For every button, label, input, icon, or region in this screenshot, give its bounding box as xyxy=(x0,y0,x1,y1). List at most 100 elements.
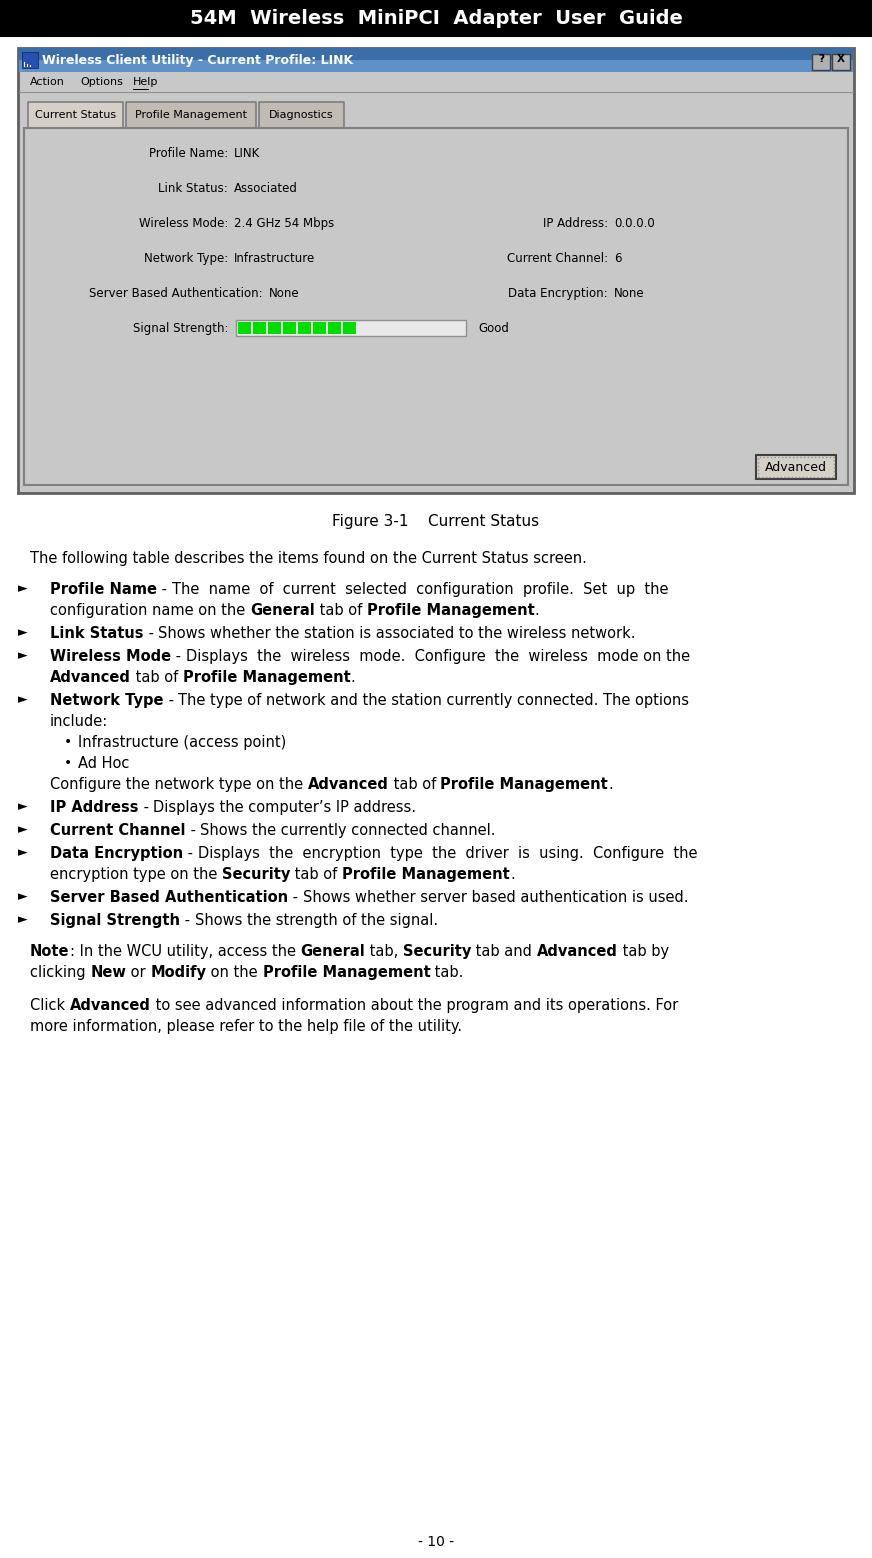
Text: ►: ► xyxy=(18,626,28,639)
Text: tab,: tab, xyxy=(364,944,403,960)
Text: ►: ► xyxy=(18,650,28,662)
Text: 6: 6 xyxy=(614,251,622,265)
Bar xyxy=(22,51,38,69)
Text: Shows whether server based authentication is used.: Shows whether server based authenticatio… xyxy=(303,890,688,905)
Text: tab.: tab. xyxy=(431,964,464,980)
Text: Displays  the  encryption  type  the  driver  is  using.  Configure  the: Displays the encryption type the driver … xyxy=(198,846,698,862)
Text: The  name  of  current  selected  configuration  profile.  Set  up  the: The name of current selected configurati… xyxy=(172,583,668,597)
Text: encryption type on the: encryption type on the xyxy=(50,866,222,882)
Text: or: or xyxy=(126,964,150,980)
Text: ►: ► xyxy=(18,693,28,706)
Text: Profile Management: Profile Management xyxy=(135,111,247,120)
Text: -: - xyxy=(157,583,172,597)
Text: configuration name on the: configuration name on the xyxy=(50,603,250,619)
Text: Data Encryption: Data Encryption xyxy=(50,846,183,862)
Text: Link Status: Link Status xyxy=(50,626,144,640)
Text: Network Type:: Network Type: xyxy=(144,251,228,265)
Text: 2.4 GHz 54 Mbps: 2.4 GHz 54 Mbps xyxy=(234,217,334,229)
Text: Link Status:: Link Status: xyxy=(158,181,228,195)
Bar xyxy=(24,128,848,485)
Bar xyxy=(832,55,850,70)
Text: Wireless Mode:: Wireless Mode: xyxy=(139,217,228,229)
FancyBboxPatch shape xyxy=(126,101,256,128)
Text: .: . xyxy=(351,670,355,686)
Text: Note: Note xyxy=(30,944,70,960)
Text: Server Based Authentication: Server Based Authentication xyxy=(50,890,288,905)
Text: Profile Management: Profile Management xyxy=(440,777,609,791)
Bar xyxy=(236,319,466,337)
Text: ►: ► xyxy=(18,890,28,904)
Text: Advanced: Advanced xyxy=(308,777,389,791)
Text: General: General xyxy=(300,944,364,960)
Text: Displays the computer’s IP address.: Displays the computer’s IP address. xyxy=(153,799,416,815)
Bar xyxy=(812,55,830,70)
Text: ►: ► xyxy=(18,583,28,595)
Text: •: • xyxy=(64,756,72,770)
Text: None: None xyxy=(614,287,644,299)
Text: tab by: tab by xyxy=(617,944,669,960)
Text: Signal Strength:: Signal Strength: xyxy=(133,321,228,335)
Text: ?: ? xyxy=(818,55,824,64)
Text: Wireless Mode: Wireless Mode xyxy=(50,650,171,664)
Text: ►: ► xyxy=(18,823,28,837)
Text: •: • xyxy=(64,735,72,749)
Text: Signal Strength: Signal Strength xyxy=(50,913,180,929)
Bar xyxy=(19,61,853,72)
Bar xyxy=(18,48,854,492)
Text: X: X xyxy=(837,55,845,64)
Text: -: - xyxy=(180,913,194,929)
Text: Advanced: Advanced xyxy=(536,944,617,960)
Text: - 10 -: - 10 - xyxy=(418,1535,454,1549)
Bar xyxy=(19,48,853,61)
FancyBboxPatch shape xyxy=(259,101,344,128)
Text: Associated: Associated xyxy=(234,181,298,195)
Text: ►: ► xyxy=(18,799,28,813)
Text: Configure the network type on the: Configure the network type on the xyxy=(50,777,308,791)
Text: .: . xyxy=(510,866,514,882)
Text: Current Channel:: Current Channel: xyxy=(507,251,608,265)
Bar xyxy=(298,323,311,333)
Text: Diagnostics: Diagnostics xyxy=(269,111,334,120)
Text: Advanced: Advanced xyxy=(50,670,131,686)
Text: clicking: clicking xyxy=(30,964,90,980)
Text: Profile Name:: Profile Name: xyxy=(149,146,228,159)
Text: on the: on the xyxy=(207,964,262,980)
Text: tab of: tab of xyxy=(131,670,183,686)
Text: Good: Good xyxy=(478,321,509,335)
Text: Profile Management: Profile Management xyxy=(342,866,510,882)
Text: Help: Help xyxy=(133,76,159,87)
Bar xyxy=(0,0,872,36)
Text: Modify: Modify xyxy=(150,964,207,980)
Text: tab and: tab and xyxy=(471,944,536,960)
Text: -: - xyxy=(288,890,303,905)
Text: Profile Management: Profile Management xyxy=(262,964,431,980)
Text: Figure 3-1    Current Status: Figure 3-1 Current Status xyxy=(332,514,540,528)
Text: Shows whether the station is associated to the wireless network.: Shows whether the station is associated … xyxy=(158,626,636,640)
FancyBboxPatch shape xyxy=(28,101,123,128)
Bar xyxy=(238,323,251,333)
Text: IP Address:: IP Address: xyxy=(543,217,608,229)
Text: General: General xyxy=(250,603,315,619)
Text: The type of network and the station currently connected. The options: The type of network and the station curr… xyxy=(178,693,689,707)
Text: to see advanced information about the program and its operations. For: to see advanced information about the pr… xyxy=(151,999,678,1013)
Text: Profile Management: Profile Management xyxy=(183,670,351,686)
Text: Shows the strength of the signal.: Shows the strength of the signal. xyxy=(194,913,438,929)
Text: IP Address: IP Address xyxy=(50,799,139,815)
Text: Network Type: Network Type xyxy=(50,693,163,707)
Text: None: None xyxy=(269,287,300,299)
Text: -: - xyxy=(164,693,178,707)
Bar xyxy=(283,323,296,333)
Text: -: - xyxy=(139,799,153,815)
Bar xyxy=(253,323,266,333)
Text: Displays  the  wireless  mode.  Configure  the  wireless  mode on the: Displays the wireless mode. Configure th… xyxy=(186,650,690,664)
Text: .: . xyxy=(535,603,539,619)
Text: ►: ► xyxy=(18,846,28,858)
Bar xyxy=(328,323,341,333)
Text: Profile Management: Profile Management xyxy=(366,603,535,619)
Text: Current Channel: Current Channel xyxy=(50,823,186,838)
Text: Wireless Client Utility - Current Profile: LINK: Wireless Client Utility - Current Profil… xyxy=(42,53,353,67)
Text: Advanced: Advanced xyxy=(765,461,827,474)
Bar xyxy=(268,323,281,333)
Text: -: - xyxy=(144,626,158,640)
Text: LINK: LINK xyxy=(234,146,260,159)
